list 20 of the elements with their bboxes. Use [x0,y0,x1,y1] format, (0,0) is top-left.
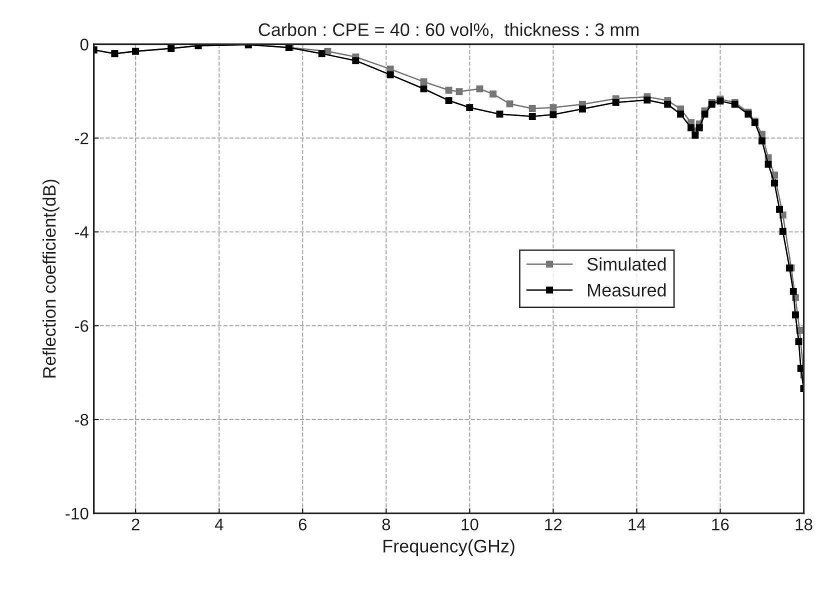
x-tick-label: 6 [298,518,307,530]
x-axis-title: Frequency(GHz) [384,539,514,556]
x-tick-label: 8 [382,518,390,530]
y-tick-label: -6 [74,320,88,332]
x-tick-label: 2 [132,518,140,530]
y-tick-label: 0 [80,38,88,50]
y-axis-title: Reflection coefficient(dB) [42,180,60,378]
y-tick-label: -4 [74,226,88,238]
y-tick-label: -2 [74,132,88,144]
x-tick-label: 12 [545,518,562,530]
y-tick-label: -8 [74,414,88,426]
y-tick-label: -10 [66,508,88,520]
legend-label: Measured [588,283,666,297]
x-tick-label: 4 [214,518,224,530]
x-tick-label: 16 [712,518,729,530]
x-tick-label: 10 [462,518,478,530]
x-tick-label: 18 [796,518,812,530]
legend-label: Simulated [587,257,666,271]
chart-title: Carbon : CPE = 40 : 60 vol%, thickness : 3 mm [258,22,639,38]
x-tick-label: 14 [628,518,646,530]
